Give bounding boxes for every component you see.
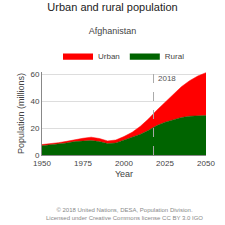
svg-text:0: 0 [35, 151, 40, 160]
svg-text:Year: Year [115, 169, 133, 179]
svg-text:2025: 2025 [156, 159, 174, 168]
svg-text:Afghanistan: Afghanistan [89, 26, 137, 36]
svg-text:60: 60 [30, 70, 39, 79]
svg-text:2018: 2018 [158, 74, 176, 83]
svg-text:© 2018 United Nations, DESA, P: © 2018 United Nations, DESA, Population … [46, 207, 203, 221]
svg-text:40: 40 [30, 97, 39, 106]
svg-text:1950: 1950 [33, 159, 51, 168]
svg-text:Rural: Rural [165, 52, 184, 61]
svg-text:Population (millions): Population (millions) [16, 73, 26, 154]
svg-text:Urban: Urban [98, 52, 120, 61]
svg-text:2000: 2000 [115, 159, 133, 168]
svg-text:1975: 1975 [74, 159, 92, 168]
svg-text:20: 20 [30, 124, 39, 133]
svg-text:2050: 2050 [197, 159, 215, 168]
svg-text:Urban and rural population: Urban and rural population [47, 1, 177, 13]
